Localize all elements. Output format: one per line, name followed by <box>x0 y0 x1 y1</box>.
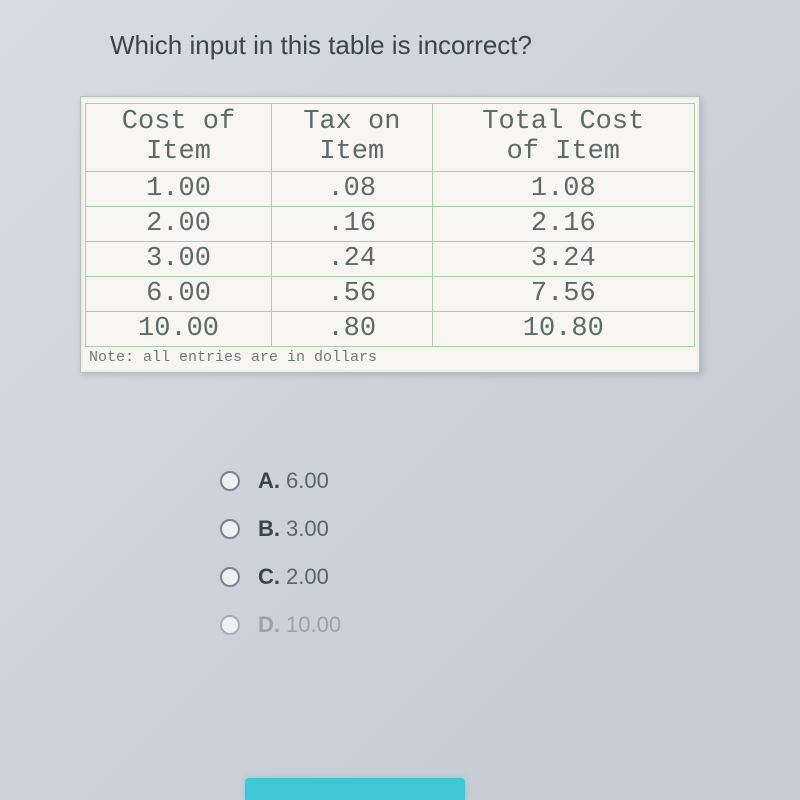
cell: .56 <box>272 277 433 312</box>
choice-letter: C. <box>258 564 280 590</box>
submit-button[interactable] <box>245 778 465 800</box>
radio-icon[interactable] <box>220 615 240 635</box>
choice-d[interactable]: D. 10.00 <box>220 612 750 638</box>
choice-value: 10.00 <box>286 612 341 638</box>
cell: 6.00 <box>86 277 272 312</box>
choice-letter: B. <box>258 516 280 542</box>
radio-icon[interactable] <box>220 567 240 587</box>
cell: .24 <box>272 242 433 277</box>
choice-value: 6.00 <box>286 468 329 494</box>
radio-icon[interactable] <box>220 471 240 491</box>
table-note: Note: all entries are in dollars <box>85 347 695 366</box>
table-row: 3.00 .24 3.24 <box>86 242 695 277</box>
choice-letter: D. <box>258 612 280 638</box>
choice-letter: A. <box>258 468 280 494</box>
question-text: Which input in this table is incorrect? <box>50 30 750 61</box>
cell: 10.00 <box>86 312 272 347</box>
table-row: 10.00 .80 10.80 <box>86 312 695 347</box>
cell: 3.24 <box>432 242 694 277</box>
choice-value: 2.00 <box>286 564 329 590</box>
cell: 2.00 <box>86 207 272 242</box>
tax-table: Cost ofItem Tax onItem Total Costof Item… <box>85 103 695 347</box>
data-table-container: Cost ofItem Tax onItem Total Costof Item… <box>80 96 700 373</box>
cell: 1.00 <box>86 172 272 207</box>
cell: 1.08 <box>432 172 694 207</box>
col-header-tax: Tax onItem <box>272 104 433 172</box>
choice-c[interactable]: C. 2.00 <box>220 564 750 590</box>
table-row: 6.00 .56 7.56 <box>86 277 695 312</box>
cell: .08 <box>272 172 433 207</box>
answer-choices: A. 6.00 B. 3.00 C. 2.00 D. 10.00 <box>220 468 750 638</box>
choice-value: 3.00 <box>286 516 329 542</box>
table-row: 1.00 .08 1.08 <box>86 172 695 207</box>
cell: 7.56 <box>432 277 694 312</box>
cell: 2.16 <box>432 207 694 242</box>
choice-b[interactable]: B. 3.00 <box>220 516 750 542</box>
choice-a[interactable]: A. 6.00 <box>220 468 750 494</box>
cell: 3.00 <box>86 242 272 277</box>
cell: 10.80 <box>432 312 694 347</box>
col-header-cost: Cost ofItem <box>86 104 272 172</box>
cell: .16 <box>272 207 433 242</box>
cell: .80 <box>272 312 433 347</box>
radio-icon[interactable] <box>220 519 240 539</box>
table-row: 2.00 .16 2.16 <box>86 207 695 242</box>
col-header-total: Total Costof Item <box>432 104 694 172</box>
